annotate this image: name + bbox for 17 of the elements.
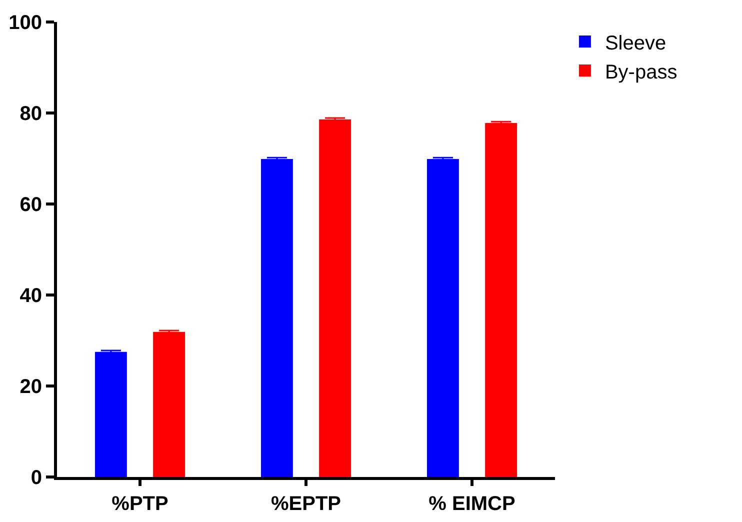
legend-label: By-pass (604, 61, 678, 84)
bar (153, 332, 186, 477)
x-tick-label: % EIMCP (428, 493, 516, 515)
bar (485, 123, 518, 477)
bar (260, 158, 293, 477)
x-tick-label: %PTP (112, 493, 168, 515)
x-tick-label: %EPTP (270, 493, 342, 515)
bar (94, 352, 127, 477)
y-tick-label: 80 (20, 103, 42, 125)
bar (426, 158, 459, 477)
y-tick-label: 0 (30, 467, 42, 489)
y-tick-label: 100 (8, 12, 42, 34)
legend-label: Sleeve (604, 32, 666, 54)
bar (319, 119, 352, 477)
y-tick-label: 20 (20, 376, 42, 398)
y-tick-label: 60 (20, 194, 42, 216)
y-tick-label: 40 (20, 285, 42, 307)
